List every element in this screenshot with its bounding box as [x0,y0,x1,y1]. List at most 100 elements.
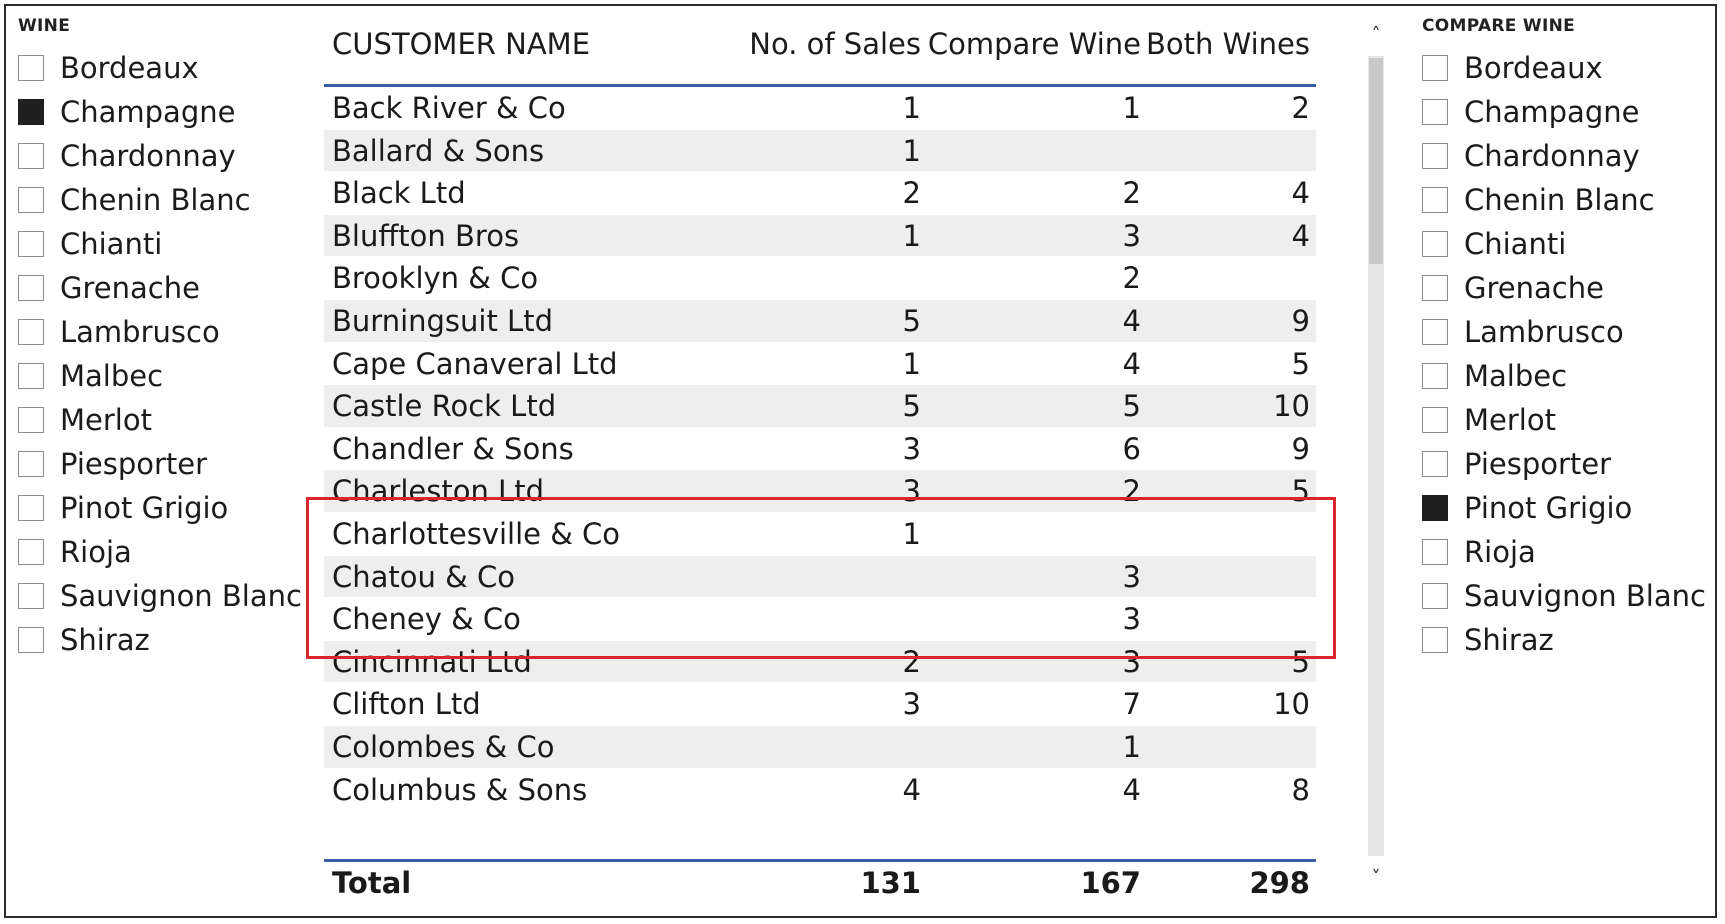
wine-slicer-item-shiraz[interactable]: Shiraz [18,618,298,662]
wine-slicer-checkbox[interactable] [18,451,44,477]
wine-slicer-checkbox[interactable] [18,495,44,521]
chevron-down-icon[interactable]: ˅ [1371,867,1381,888]
compare-slicer-item-chardonnay[interactable]: Chardonnay [1422,134,1712,178]
header-no-of-sales[interactable]: No. of Sales [749,27,921,61]
header-customer-name[interactable]: CUSTOMER NAME [332,27,591,61]
sales-cell: 1 [902,218,921,253]
compare-slicer-checkbox[interactable] [1422,231,1448,257]
table-row[interactable]: Charlottesville & Co 1 [324,513,1316,556]
compare-slicer-checkbox[interactable] [1422,451,1448,477]
wine-slicer-item-grenache[interactable]: Grenache [18,266,298,310]
both-wines-cell: 2 [1291,91,1310,125]
table-scrollbar[interactable]: ˄ ˅ [1368,22,1384,890]
table-row[interactable]: Colombes & Co 1 [324,726,1316,769]
compare-slicer-checkbox[interactable] [1422,55,1448,81]
compare-slicer-item-rioja[interactable]: Rioja [1422,530,1712,574]
table-body: Back River & Co 1 1 2 Ballard & Sons 1 Black L… [324,87,1316,873]
table-row[interactable]: Charleston Ltd 3 2 5 [324,470,1316,513]
compare-slicer-item-chenin-blanc[interactable]: Chenin Blanc [1422,178,1712,222]
sales-cell: 1 [902,517,921,551]
compare-slicer-item-bordeaux[interactable]: Bordeaux [1422,46,1712,90]
wine-slicer-checkbox[interactable] [18,275,44,301]
table-row[interactable]: Cincinnati Ltd 2 3 5 [324,640,1316,684]
wine-slicer-item-champagne[interactable]: Champagne [18,90,298,134]
table-row[interactable]: Castle Rock Ltd 5 5 10 [324,385,1316,428]
compare-slicer-item-champagne[interactable]: Champagne [1422,90,1712,134]
compare-slicer-checkbox[interactable] [1422,143,1448,169]
compare-slicer-item-malbec[interactable]: Malbec [1422,354,1712,398]
compare-slicer-item-sauvignon-blanc[interactable]: Sauvignon Blanc [1422,574,1712,618]
table-row[interactable]: Chatou & Co 3 [324,555,1316,599]
compare-slicer-checkbox[interactable] [1422,627,1448,653]
compare-slicer-item-chianti[interactable]: Chianti [1422,222,1712,266]
wine-slicer-checkbox[interactable] [18,99,44,125]
compare-wine-cell: 2 [1122,176,1141,211]
table-row[interactable]: Cheney & Co 3 [324,598,1316,641]
table-row[interactable]: Cape Canaveral Ltd 1 4 5 [324,343,1316,386]
wine-slicer-checkbox[interactable] [18,55,44,81]
compare-slicer-checkbox[interactable] [1422,583,1448,609]
header-both-wines[interactable]: Both Wines [1145,27,1310,61]
wine-slicer-item-merlot[interactable]: Merlot [18,398,298,442]
wine-slicer-checkbox[interactable] [18,539,44,565]
compare-slicer-item-pinot-grigio[interactable]: Pinot Grigio [1422,486,1712,530]
wine-slicer-checkbox[interactable] [18,627,44,653]
compare-slicer-checkbox[interactable] [1422,187,1448,213]
wine-slicer-checkbox[interactable] [18,143,44,169]
compare-slicer-checkbox[interactable] [1422,495,1448,521]
table-row[interactable]: Chandler & Sons 3 6 9 [324,428,1316,471]
wine-slicer-checkbox[interactable] [18,407,44,433]
compare-slicer-item-piesporter[interactable]: Piesporter [1422,442,1712,486]
customer-name-cell: Black Ltd [332,176,466,211]
wine-slicer-item-label: Malbec [60,359,164,393]
wine-slicer-checkbox[interactable] [18,231,44,257]
table-row[interactable]: Black Ltd 2 2 4 [324,172,1316,215]
compare-slicer-item-grenache[interactable]: Grenache [1422,266,1712,310]
compare-slicer-checkbox[interactable] [1422,539,1448,565]
compare-slicer-item-shiraz[interactable]: Shiraz [1422,618,1712,662]
customer-name-cell: Brooklyn & Co [332,261,539,296]
compare-slicer-item-lambrusco[interactable]: Lambrusco [1422,310,1712,354]
wine-slicer-item-piesporter[interactable]: Piesporter [18,442,298,486]
compare-slicer-checkbox[interactable] [1422,363,1448,389]
table-row[interactable]: Bluffton Bros 1 3 4 [324,214,1316,258]
chevron-up-icon[interactable]: ˄ [1371,24,1381,45]
header-compare-wine[interactable]: Compare Wine [927,27,1141,61]
wine-slicer-item-lambrusco[interactable]: Lambrusco [18,310,298,354]
table-row[interactable]: Clifton Ltd 3 7 10 [324,683,1316,726]
wine-slicer-item-chenin-blanc[interactable]: Chenin Blanc [18,178,298,222]
wine-slicer-item-sauvignon-blanc[interactable]: Sauvignon Blanc [18,574,302,618]
wine-slicer-item-malbec[interactable]: Malbec [18,354,298,398]
both-wines-cell: 9 [1291,304,1310,338]
customer-name-cell: Burningsuit Ltd [332,304,553,338]
wine-slicer-checkbox[interactable] [18,319,44,345]
wine-slicer-checkbox[interactable] [18,187,44,213]
compare-slicer-checkbox[interactable] [1422,99,1448,125]
compare-slicer-checkbox[interactable] [1422,407,1448,433]
table-row[interactable]: Brooklyn & Co 2 [324,257,1316,300]
table-row[interactable]: Back River & Co 1 1 2 [324,87,1316,130]
wine-slicer-checkbox[interactable] [18,363,44,389]
wine-slicer-item-bordeaux[interactable]: Bordeaux [18,46,298,90]
wine-slicer-item-pinot-grigio[interactable]: Pinot Grigio [18,486,298,530]
table-row[interactable]: Burningsuit Ltd 5 4 9 [324,300,1316,343]
compare-slicer-checkbox[interactable] [1422,275,1448,301]
customer-name-cell: Ballard & Sons [332,133,545,168]
compare-slicer-item-merlot[interactable]: Merlot [1422,398,1712,442]
wine-slicer-item-chianti[interactable]: Chianti [18,222,298,266]
scroll-thumb[interactable] [1369,58,1383,264]
sales-cell: 2 [902,176,921,211]
compare-slicer-checkbox[interactable] [1422,319,1448,345]
compare-wine-cell: 3 [1122,602,1141,637]
wine-slicer-checkbox[interactable] [18,583,44,609]
customer-name-cell: Chandler & Sons [332,431,574,466]
wine-slicer-item-label: Lambrusco [60,315,220,349]
wine-slicer-item-label: Bordeaux [60,51,199,85]
wine-slicer-item-rioja[interactable]: Rioja [18,530,298,574]
table-row[interactable]: Columbus & Sons 4 4 8 [324,769,1316,812]
both-wines-cell: 4 [1291,176,1310,211]
wine-slicer-item-chardonnay[interactable]: Chardonnay [18,134,298,178]
table-row[interactable]: Ballard & Sons 1 [324,129,1316,173]
wine-slicer-item-label: Merlot [60,403,152,437]
header-divider [324,84,1316,87]
